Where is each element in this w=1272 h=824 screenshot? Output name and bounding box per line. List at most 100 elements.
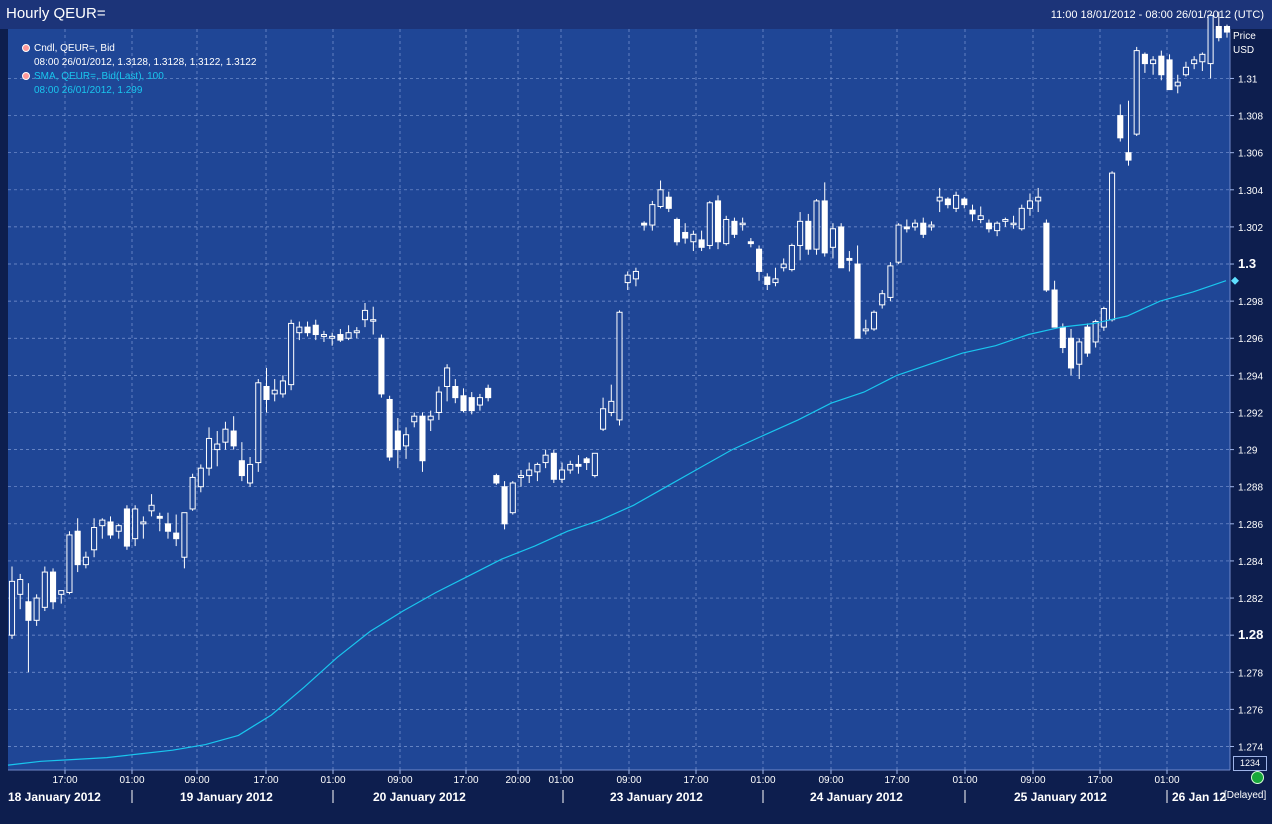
x-tick-label: 17:00 (52, 775, 77, 786)
candle (517, 470, 525, 487)
candle-body (534, 463, 541, 473)
candle-body (583, 458, 590, 464)
candle (936, 187, 943, 213)
candle (361, 302, 369, 328)
candle (673, 217, 681, 246)
candle-body (263, 385, 270, 400)
candle (50, 568, 57, 610)
candle (714, 195, 722, 250)
y-tick-label: 1.292 (1238, 408, 1263, 419)
candle (1035, 187, 1042, 213)
candle-body (238, 460, 245, 477)
candle-body (575, 463, 582, 467)
candle (476, 393, 483, 411)
candle-body (452, 385, 459, 399)
candle (17, 573, 24, 610)
candles (8, 11, 1231, 673)
sma-line (7, 280, 1227, 766)
candle (846, 251, 853, 272)
candle-body (821, 200, 828, 254)
candle (928, 221, 935, 231)
x-tick-label: 09:00 (184, 775, 209, 786)
candle-body (50, 571, 57, 603)
candle-body (370, 319, 377, 322)
candle-body (107, 521, 114, 536)
candle-body (1141, 53, 1148, 65)
candle (173, 514, 180, 547)
candle (969, 204, 976, 222)
candle-body (682, 231, 689, 239)
counter-box[interactable]: 1234 (1233, 756, 1267, 771)
candle-body (1026, 200, 1034, 209)
candle (772, 267, 779, 287)
candle-body (320, 334, 328, 337)
candle (74, 518, 81, 573)
candle-body (698, 239, 705, 248)
candle-body (870, 311, 878, 330)
candle (1043, 219, 1050, 292)
chart-title: Hourly QEUR= (6, 5, 106, 22)
candle-body (468, 397, 475, 412)
candle (788, 243, 795, 272)
candle-body (230, 430, 237, 447)
y-tick-label: 1.284 (1238, 557, 1263, 568)
candle-body (148, 504, 155, 512)
candle-body (173, 532, 180, 540)
candle-body (1043, 222, 1050, 291)
candle (944, 197, 951, 209)
title-bar: Hourly QEUR= 11:00 18/01/2012 - 08:00 26… (0, 0, 1272, 29)
candle-body (772, 278, 779, 284)
x-tick-label: 17:00 (453, 775, 478, 786)
y-tick-label: 1.296 (1238, 334, 1263, 345)
candle (25, 583, 32, 673)
x-tick-label: 01:00 (952, 775, 977, 786)
candle (197, 464, 204, 493)
candle (813, 199, 820, 255)
candle-body (1051, 289, 1058, 328)
candle (452, 379, 459, 404)
candle-body (1150, 59, 1157, 65)
legend-sma[interactable]: SMA, QEUR=, Bid(Last), 100 (22, 71, 164, 82)
candle (854, 245, 861, 339)
candle-body (657, 189, 664, 207)
candle (608, 384, 615, 417)
y-axis-ticks: 1.274 1.276 1.278 1.28 1.282 1.284 1.286 1.288 1… (1230, 74, 1263, 754)
candle (764, 273, 771, 290)
candle (1182, 61, 1189, 77)
candle (320, 330, 328, 342)
legend-candle-values: 08:00 26/01/2012, 1.3128, 1.3128, 1.3122… (34, 57, 257, 68)
date-label: 23 January 2012 (610, 790, 703, 804)
candle-body (550, 452, 557, 480)
x-tick-label: 17:00 (1087, 775, 1112, 786)
candle (591, 452, 598, 478)
candle-body (1084, 326, 1091, 354)
candle (649, 200, 656, 231)
candle (222, 421, 229, 450)
candle-body (271, 389, 278, 395)
candle (1125, 100, 1132, 166)
candle (756, 245, 763, 281)
candle-body (1100, 308, 1107, 328)
candle-body (132, 508, 139, 540)
candle-body (8, 580, 16, 636)
candle-body (197, 467, 204, 488)
candle-body (714, 200, 722, 243)
candle (1076, 338, 1083, 380)
candle (263, 367, 270, 413)
candle (1207, 14, 1214, 79)
candle-body (460, 395, 467, 412)
candle (501, 481, 508, 530)
legend-candle[interactable]: Cndl, QEUR=, Bid (22, 43, 115, 54)
x-axis-ticks: 17:00 01:00 09:00 17:00 01:00 09:00 17:00 20:00… (52, 770, 1180, 786)
x-tick-label: 09:00 (1020, 775, 1045, 786)
candle-body (1223, 25, 1231, 33)
status-indicator-icon (1251, 771, 1264, 784)
candle-body (493, 475, 500, 484)
candle (1117, 104, 1124, 142)
candle (862, 319, 869, 335)
candle-body (673, 218, 681, 243)
candle (33, 594, 40, 626)
candle-body (66, 534, 73, 593)
candle-body (1166, 59, 1173, 91)
